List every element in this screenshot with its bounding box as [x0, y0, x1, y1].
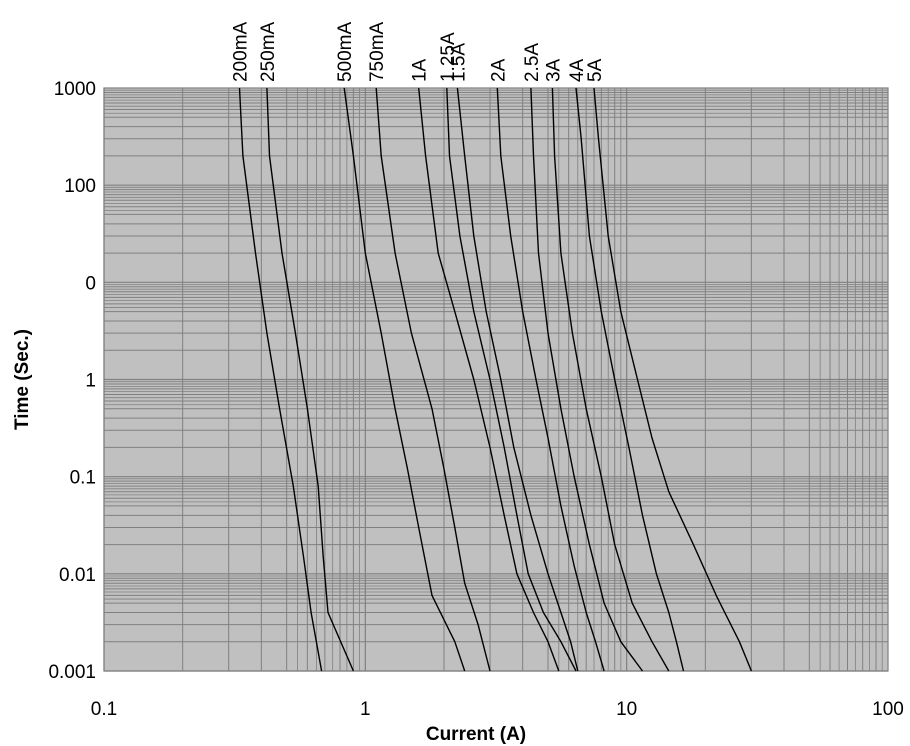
x-tick-label: 1: [360, 699, 371, 720]
curve-2A: [496, 87, 605, 672]
curve-label-3A: 3A: [543, 58, 564, 82]
y-tick-label: 100: [64, 176, 96, 197]
curve-1.5A: [456, 87, 579, 672]
curve-750mA: [375, 87, 491, 672]
y-tick-label: 0.1: [70, 468, 96, 489]
x-tick-label: 100: [872, 699, 904, 720]
x-axis-ticks: 0.1 1 10 100: [91, 699, 904, 720]
curve-label-1.25A: 1.25A: [438, 32, 459, 82]
y-tick-label: 1000: [54, 79, 96, 100]
curve-1.25A: [446, 87, 577, 672]
curve-4A: [575, 87, 685, 672]
curve-500mA: [343, 87, 466, 672]
curve-label-200mA: 200mA: [231, 21, 252, 82]
curve-label-4A: 4A: [567, 58, 588, 82]
curve-label-500mA: 500mA: [335, 21, 356, 82]
curve-1A: [418, 87, 560, 672]
curve-3A: [551, 87, 670, 672]
x-axis-title: Current (A): [426, 724, 526, 745]
plot-border: [103, 87, 889, 672]
y-tick-label: 0.001: [48, 662, 96, 683]
curve-label-5A: 5A: [585, 58, 606, 82]
y-tick-label: 0.01: [59, 565, 96, 586]
curve-200mA: [238, 87, 323, 672]
y-tick-label: 1: [85, 371, 96, 392]
fuse-curves: [238, 87, 753, 672]
curve-label-2.5A: 2.5A: [522, 43, 543, 82]
curve-2.5A: [530, 87, 644, 672]
curve-label-1.5A: 1.5A: [448, 43, 469, 82]
curve-label-250mA: 250mA: [258, 21, 279, 82]
curve-250mA: [266, 87, 355, 672]
curve-label-750mA: 750mA: [367, 21, 388, 82]
y-tick-label: 0: [85, 273, 96, 294]
x-tick-label: 10: [616, 699, 637, 720]
y-axis-title: Time (Sec.): [12, 329, 33, 430]
curve-label-2A: 2A: [488, 58, 509, 82]
curve-5A: [593, 87, 753, 672]
curve-label-1A: 1A: [410, 58, 431, 82]
x-tick-label: 0.1: [91, 699, 117, 720]
